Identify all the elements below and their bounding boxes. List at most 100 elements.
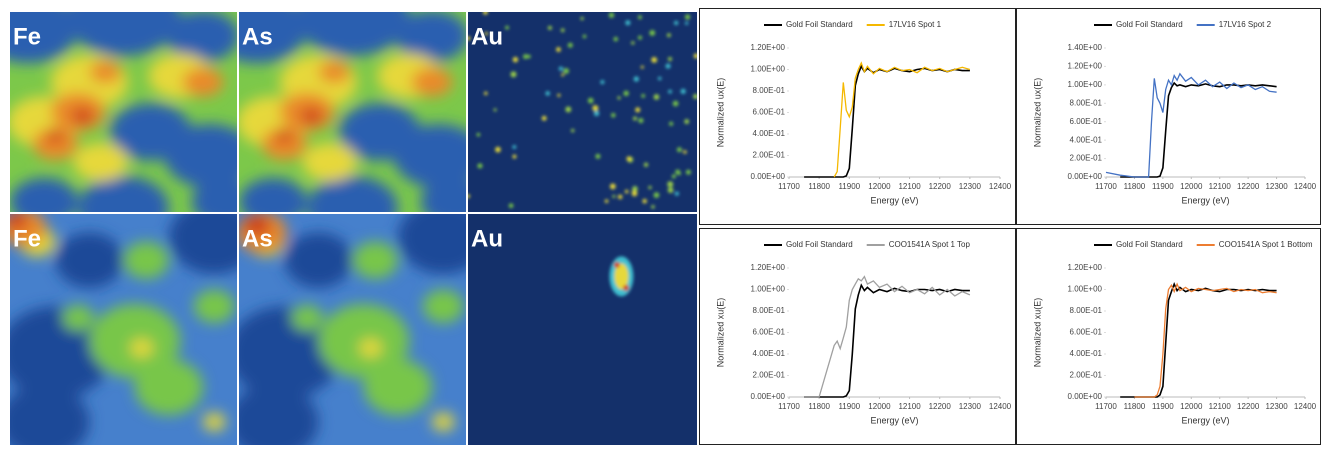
heatmap xyxy=(468,214,697,445)
x-axis-label: Energy (eV) xyxy=(1181,415,1229,425)
dot xyxy=(642,198,647,204)
dot xyxy=(556,47,561,52)
y-tick-label: 2.00E-01 xyxy=(1070,154,1103,163)
blob xyxy=(71,108,94,124)
blob xyxy=(307,176,398,212)
y-axis-label: Normalized ux(E) xyxy=(1032,78,1042,148)
heatmap xyxy=(10,12,237,212)
blob xyxy=(291,305,323,331)
dot xyxy=(667,181,674,188)
x-tick-label: 12100 xyxy=(1209,402,1232,411)
dot xyxy=(631,41,635,45)
dot xyxy=(640,65,644,69)
dot xyxy=(653,192,660,198)
series-line xyxy=(804,283,970,398)
blob xyxy=(614,263,629,290)
dot xyxy=(623,90,629,97)
dot xyxy=(468,36,471,41)
blob xyxy=(318,60,351,84)
x-axis-label: Energy (eV) xyxy=(870,415,918,425)
dot xyxy=(558,66,563,71)
dot xyxy=(505,25,509,30)
blob xyxy=(193,289,235,324)
heatmap-blobs xyxy=(10,214,237,445)
dot xyxy=(643,162,649,167)
dot xyxy=(653,94,660,100)
legend-label: 17LV16 Spot 1 xyxy=(889,20,942,29)
dot xyxy=(674,20,679,26)
x-tick-label: 12300 xyxy=(959,402,982,411)
y-tick-label: 6.00E-01 xyxy=(1070,117,1103,126)
dot xyxy=(567,42,573,48)
legend-label: 17LV16 Spot 2 xyxy=(1219,20,1272,29)
heatmap-bg xyxy=(468,12,697,212)
y-tick-label: 1.00E+00 xyxy=(1068,80,1103,89)
dot xyxy=(685,21,689,25)
dot xyxy=(563,68,570,74)
dot xyxy=(561,73,565,77)
blob xyxy=(397,214,466,275)
blob xyxy=(10,12,79,64)
dot xyxy=(638,118,644,124)
dot xyxy=(613,36,619,42)
legend: Gold Foil Standard COO1541A Spot 1 Top xyxy=(764,240,970,249)
y-axis-label: Normalized ux(E) xyxy=(715,78,725,148)
dot xyxy=(612,194,616,198)
blob xyxy=(10,384,90,445)
x-tick-label: 12200 xyxy=(1237,182,1260,191)
x-tick-label: 12000 xyxy=(868,182,891,191)
series-line xyxy=(1134,282,1277,398)
dot xyxy=(641,94,646,98)
dot xyxy=(669,121,674,126)
blob xyxy=(66,12,181,56)
x-tick-label: 11700 xyxy=(778,182,800,191)
y-tick-label: 1.20E+00 xyxy=(751,43,786,52)
dots xyxy=(468,12,697,209)
legend-label: Gold Foil Standard xyxy=(786,20,853,29)
dot xyxy=(512,145,517,149)
y-axis-label: Normalized xu(E) xyxy=(1032,298,1042,368)
legend: Gold Foil Standard 17LV16 Spot 1 xyxy=(764,20,942,29)
x-tick-label: 12100 xyxy=(898,182,921,191)
blob xyxy=(623,284,630,291)
dot xyxy=(484,32,489,36)
dot xyxy=(632,186,638,192)
x-tick-label: 11900 xyxy=(1152,182,1174,191)
blob xyxy=(202,412,226,432)
x-tick-label: 12100 xyxy=(1209,182,1232,191)
y-tick-label: 8.00E-01 xyxy=(753,306,786,315)
dot xyxy=(635,107,641,113)
x-tick-label: 11700 xyxy=(778,402,800,411)
x-tick-label: 12000 xyxy=(868,402,891,411)
dot xyxy=(476,132,481,137)
dot xyxy=(527,54,531,59)
blob xyxy=(420,178,466,212)
heatmap xyxy=(10,214,237,445)
x-axis-label: Energy (eV) xyxy=(870,195,918,205)
x-tick-label: 12200 xyxy=(929,182,952,191)
dot xyxy=(665,63,671,69)
dot xyxy=(468,194,470,199)
dot xyxy=(493,108,497,112)
y-tick-label: 8.00E-01 xyxy=(1070,98,1103,107)
x-tick-label: 11700 xyxy=(1095,402,1117,411)
chart: 0.00E+00 2.00E-01 4.00E-01 6.00E-01 8.00E-01… xyxy=(699,228,1016,445)
dot xyxy=(626,156,632,162)
y-tick-label: 0.00E+00 xyxy=(1068,392,1103,401)
dot xyxy=(545,91,550,96)
dot xyxy=(592,105,599,112)
x-tick-label: 12000 xyxy=(1180,182,1203,191)
dot xyxy=(693,53,697,59)
chart-frame xyxy=(699,8,1016,225)
x-tick-label: 12300 xyxy=(959,182,982,191)
y-tick-label: 1.20E+00 xyxy=(1068,62,1103,71)
y-tick-label: 1.00E+00 xyxy=(751,285,786,294)
panel-label: Au xyxy=(471,225,503,252)
chart-frame xyxy=(1016,228,1321,445)
chart-frame xyxy=(1016,8,1321,225)
legend-label: COO1541A Spot 1 Top xyxy=(889,240,971,249)
dot xyxy=(593,110,600,116)
heatmap-blobs xyxy=(10,12,237,212)
dot xyxy=(617,194,623,200)
